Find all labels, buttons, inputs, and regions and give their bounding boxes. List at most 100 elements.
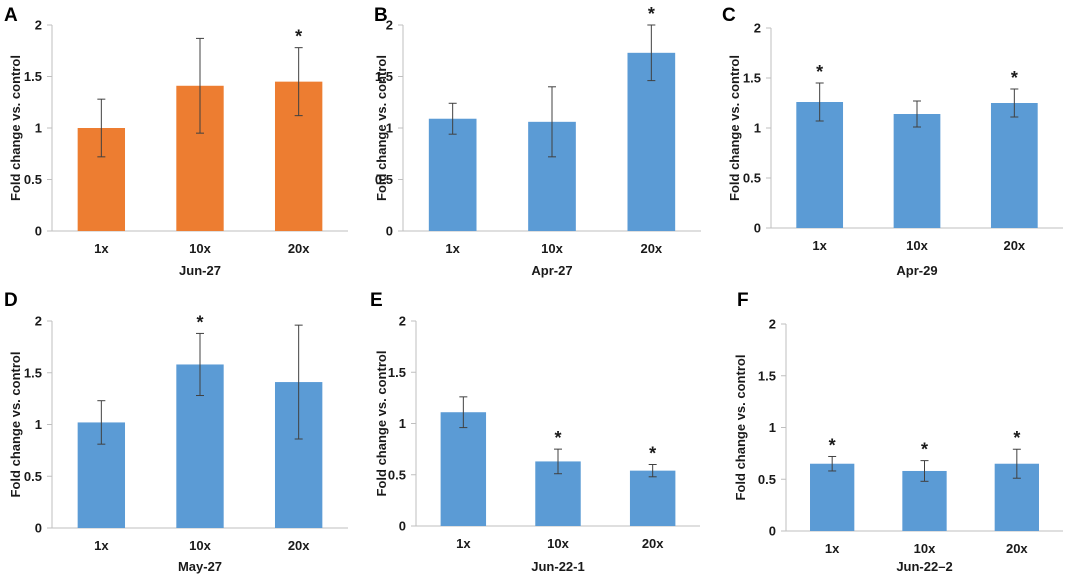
x-axis-title: Apr-27 (531, 263, 572, 278)
significance-marker: * (1013, 428, 1020, 448)
x-tick-label: 20x (1003, 238, 1025, 253)
x-tick-label: 10x (914, 541, 936, 556)
error-bar (448, 102, 457, 135)
panel-letter-b: B (374, 5, 388, 26)
x-tick-label: 10x (541, 241, 563, 256)
error-bar (196, 332, 204, 397)
y-axis-title: Fold change vs. control (374, 55, 389, 201)
y-tick-label: 0.5 (24, 469, 42, 484)
bar-1x (428, 118, 477, 231)
y-tick-label: 1.5 (743, 71, 761, 86)
panel-letter-d: D (4, 290, 18, 311)
error-bar (196, 37, 204, 134)
significance-marker: * (295, 27, 302, 47)
error-bar (920, 460, 929, 482)
error-bar (97, 98, 106, 158)
x-axis-title: May-27 (178, 559, 222, 574)
y-tick-label: 1 (754, 121, 761, 136)
x-tick-label: 20x (1006, 541, 1028, 556)
y-axis-title: Fold change vs. control (8, 352, 23, 498)
chart-panel-f: F 0 0.5 1 1.5 2 Fold change vs. control * 1x * 10x… (733, 290, 1063, 574)
y-tick-label: 2 (754, 21, 761, 36)
y-tick-label: 2 (35, 18, 42, 33)
significance-marker: * (1011, 68, 1018, 88)
y-tick-label: 1.5 (758, 368, 776, 383)
bar-1x (796, 102, 844, 228)
error-bar (648, 464, 657, 478)
x-axis-title: Jun-27 (179, 263, 221, 278)
error-bar (1012, 448, 1021, 479)
error-bar (554, 448, 562, 475)
bar-1x (440, 412, 487, 526)
y-tick-label: 1.5 (388, 365, 406, 380)
y-tick-label: 0.5 (375, 172, 393, 187)
significance-marker: * (816, 62, 823, 82)
y-tick-label: 0 (386, 224, 393, 239)
bar-20x (629, 470, 676, 526)
error-bar (548, 86, 556, 158)
y-tick-label: 0 (35, 224, 42, 239)
y-tick-label: 0 (35, 521, 42, 536)
y-tick-label: 1 (386, 121, 393, 136)
y-tick-label: 1.5 (24, 69, 42, 84)
y-tick-label: 0.5 (24, 172, 42, 187)
bar-1x (810, 463, 855, 531)
x-tick-label: 20x (288, 241, 310, 256)
y-axis-title: Fold change vs. control (727, 55, 742, 201)
panel-letter-c: C (722, 5, 736, 26)
bar-20x (990, 103, 1038, 228)
chart-panel-d: D 0 0.5 1 1.5 2 Fold change vs. control 1x * 10x 2… (4, 290, 348, 574)
x-tick-label: 1x (825, 541, 840, 556)
x-axis-title: Jun-22-1 (531, 559, 584, 574)
significance-marker: * (921, 440, 928, 460)
panel-letter-e: E (370, 290, 383, 311)
panel-letter-f: F (737, 290, 749, 311)
x-tick-label: 20x (640, 241, 662, 256)
significance-marker: * (196, 312, 203, 332)
y-tick-label: 0.5 (743, 171, 761, 186)
error-bar (294, 324, 303, 440)
x-tick-label: 10x (547, 536, 569, 551)
chart-panel-c: C 0 0.5 1 1.5 2 Fold change vs. control * 1x 10x *… (722, 5, 1063, 278)
x-tick-label: 1x (94, 538, 109, 553)
bar-20x (627, 52, 676, 232)
error-bar (815, 82, 824, 122)
x-tick-label: 20x (642, 536, 664, 551)
x-tick-label: 20x (288, 538, 310, 553)
y-tick-label: 0.5 (758, 472, 776, 487)
y-tick-label: 1 (35, 121, 42, 136)
error-bar (97, 400, 106, 445)
y-tick-label: 1 (399, 416, 406, 431)
error-bar (294, 47, 303, 117)
significance-marker: * (649, 444, 656, 464)
x-tick-label: 1x (445, 241, 460, 256)
y-tick-label: 2 (35, 314, 42, 329)
x-tick-label: 1x (94, 241, 109, 256)
y-tick-label: 1.5 (24, 365, 42, 380)
chart-panel-b: B 0 0.5 1 1.5 2 Fold change vs. control 1x 10x * 2… (374, 4, 701, 278)
x-tick-label: 10x (189, 241, 211, 256)
y-axis-title: Fold change vs. control (374, 351, 389, 497)
error-bar (1010, 88, 1019, 118)
error-bar (828, 455, 837, 472)
x-axis-title: Jun-22–2 (896, 559, 952, 574)
x-tick-label: 1x (812, 238, 827, 253)
y-tick-label: 0 (399, 519, 406, 534)
chart-panel-e: E 0 0.5 1 1.5 2 Fold change vs. control 1x * 10x *… (370, 290, 700, 574)
y-tick-label: 0 (769, 524, 776, 539)
x-tick-label: 1x (456, 536, 471, 551)
significance-marker: * (648, 4, 655, 24)
y-tick-label: 0.5 (388, 467, 406, 482)
y-tick-label: 2 (386, 18, 393, 33)
x-tick-label: 10x (906, 238, 928, 253)
error-bar (647, 24, 656, 82)
error-bar (913, 100, 921, 128)
error-bar (459, 396, 468, 429)
y-tick-label: 1 (35, 417, 42, 432)
y-tick-label: 1.5 (375, 69, 393, 84)
y-tick-label: 1 (769, 420, 776, 435)
x-axis-title: Apr-29 (896, 263, 937, 278)
y-axis-title: Fold change vs. control (8, 55, 23, 201)
y-tick-label: 2 (769, 317, 776, 332)
